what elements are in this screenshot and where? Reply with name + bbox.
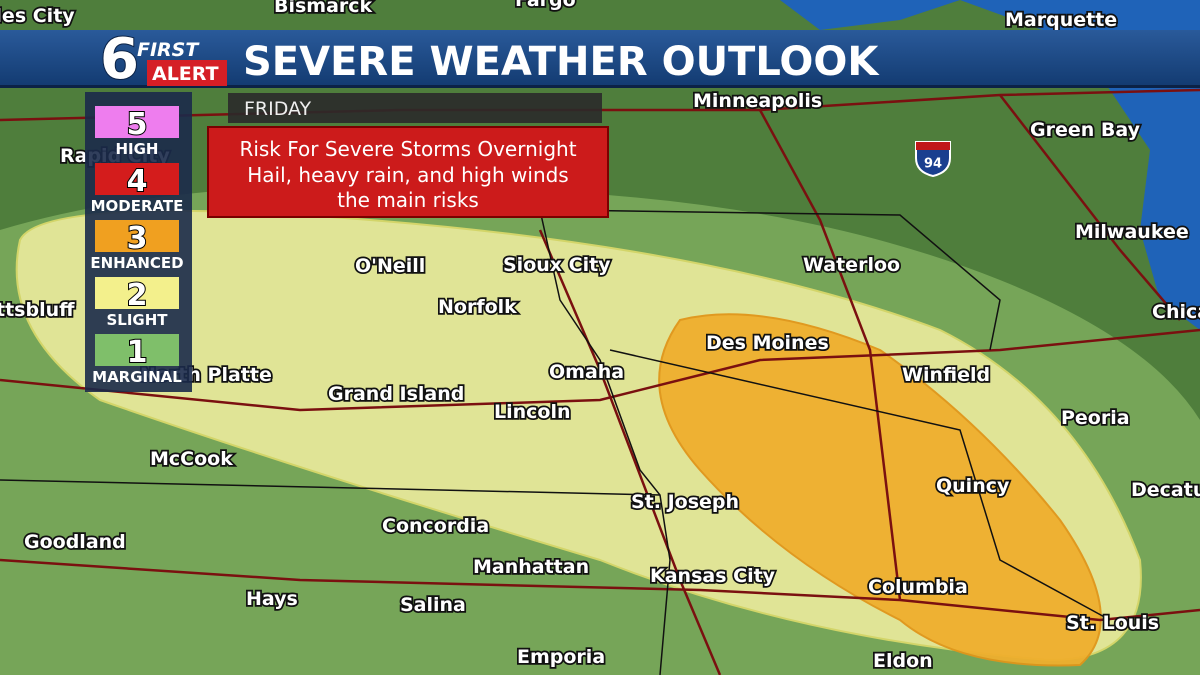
- city: St. Joseph: [631, 491, 739, 513]
- legend-label: HIGH: [115, 140, 158, 158]
- city: O'Neill: [355, 255, 425, 277]
- city: McCook: [150, 448, 233, 470]
- interstate-shield: 94: [915, 141, 951, 178]
- city: Decatur: [1131, 479, 1200, 501]
- city: Minneapolis: [693, 90, 822, 112]
- alert-box: [207, 126, 609, 218]
- city: Quincy: [936, 475, 1010, 497]
- alert-line: the main risks: [337, 188, 479, 212]
- city: Columbia: [868, 576, 968, 598]
- legend-label: ENHANCED: [90, 254, 183, 272]
- road: [0, 328, 1200, 412]
- logo: 6 FIRST ALERT: [99, 26, 227, 93]
- city: Kansas City: [650, 565, 776, 587]
- legend-level: 2: [127, 278, 148, 313]
- city: Goodland: [24, 531, 126, 553]
- alert-line: Risk For Severe Storms Overnight: [239, 137, 576, 161]
- city: Milwaukee: [1075, 221, 1189, 243]
- legend-level: 4: [127, 164, 148, 199]
- alert-line: Hail, heavy rain, and high winds: [247, 163, 568, 187]
- legend-level: 5: [127, 107, 148, 142]
- legend-label: MARGINAL: [92, 368, 182, 386]
- city: Omaha: [549, 361, 624, 383]
- city: Emporia: [517, 646, 605, 668]
- road: [0, 558, 1200, 622]
- road: [999, 94, 1181, 321]
- city: Hays: [246, 588, 298, 610]
- city: Chicago: [1152, 301, 1200, 323]
- city: Miles City: [0, 5, 75, 27]
- city: Marquette: [1005, 9, 1117, 31]
- city: Des Moines: [706, 332, 829, 354]
- borders: [0, 209, 1111, 675]
- legend-level: 1: [127, 335, 148, 370]
- state-border: [0, 479, 661, 496]
- city: Salina: [400, 594, 466, 616]
- legend-swatch: [95, 220, 179, 252]
- legend-label: SLIGHT: [106, 311, 168, 329]
- city: Peoria: [1061, 407, 1130, 429]
- shield: [915, 141, 951, 178]
- day: FRIDAY: [244, 98, 312, 120]
- city: Bismarck: [274, 0, 373, 17]
- roads: [0, 88, 1200, 675]
- logo-top: FIRST: [137, 39, 200, 61]
- legend-label: MODERATE: [91, 197, 184, 215]
- highway-number: 94: [924, 157, 942, 172]
- city: Eldon: [873, 650, 933, 672]
- city: St. Louis: [1066, 612, 1159, 634]
- legend: 5 HIGH 4 MODERATE 3 ENHANCED 2 SLIGHT 1 …: [85, 92, 192, 392]
- city: Grand Island: [328, 383, 464, 405]
- shield-top: [916, 142, 950, 150]
- logo-bottom: ALERT: [152, 63, 219, 85]
- day-box: [228, 93, 602, 123]
- city: Winfield: [902, 364, 990, 386]
- legend-swatch: [95, 163, 179, 195]
- city: Concordia: [382, 515, 489, 537]
- logo-number: 6: [100, 27, 139, 92]
- enhanced-risk: [658, 313, 1102, 667]
- city: Green Bay: [1030, 119, 1141, 141]
- legend-swatch: [95, 334, 179, 366]
- city: Lincoln: [494, 401, 571, 423]
- road: [538, 229, 722, 675]
- state-border: [559, 209, 1001, 351]
- city: Scottsbluff: [0, 299, 75, 321]
- state-border: [609, 349, 1111, 621]
- city: Waterloo: [803, 254, 900, 276]
- lake-superior: [780, 0, 960, 30]
- legend-swatch: [95, 277, 179, 309]
- logo-alert-box: [147, 60, 227, 86]
- city: Norfolk: [438, 296, 517, 318]
- city: Manhattan: [473, 556, 589, 578]
- title: SEVERE WEATHER OUTLOOK: [243, 39, 880, 85]
- state-border: [539, 209, 671, 675]
- road: [758, 109, 902, 601]
- legend-level: 3: [127, 221, 148, 256]
- legend-swatch: [95, 106, 179, 138]
- header-rule: [0, 85, 1200, 88]
- city: Sioux City: [503, 254, 611, 276]
- city: Fargo: [515, 0, 576, 11]
